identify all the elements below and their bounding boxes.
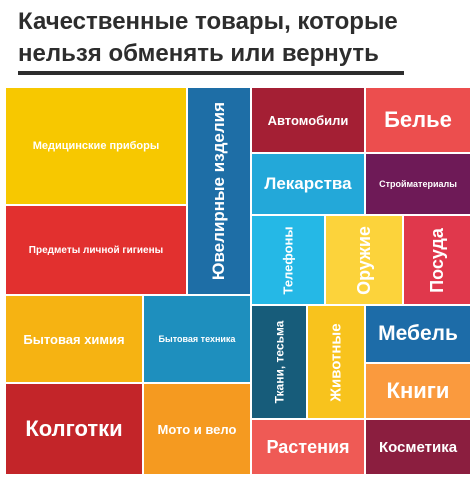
tile-label: Бытовая химия: [23, 331, 125, 347]
tile-plants: Растения: [252, 420, 364, 474]
tile-books: Книги: [366, 364, 470, 418]
tile-label: Растения: [266, 436, 350, 457]
tile-label: Книги: [386, 378, 450, 403]
tile-phones: Телефоны: [252, 216, 324, 304]
title-line-2: нельзя обменять или вернуть: [18, 40, 379, 67]
tile-building-materials: Стройматериалы: [366, 154, 470, 214]
tile-label: Лекарства: [264, 174, 352, 193]
tile-underwear: Белье: [366, 88, 470, 152]
tile-label: Стройматериалы: [379, 179, 457, 189]
tile-label: Медицинские приборы: [32, 140, 160, 152]
tile-medicine: Лекарства: [252, 154, 364, 214]
tile-label: Посуда: [426, 227, 447, 293]
tile-tights: Колготки: [6, 384, 142, 474]
tile-label: Животные: [327, 322, 345, 402]
tile-label: Косметика: [378, 438, 458, 456]
tile-weapons: Оружие: [326, 216, 402, 304]
tile-moto-velo: Мото и вело: [144, 384, 250, 474]
tile-label: Ткани, тесьма: [272, 320, 286, 404]
tile-dishes: Посуда: [404, 216, 470, 304]
tile-fabrics: Ткани, тесьма: [252, 306, 306, 418]
tile-label: Ювелирные изделия: [209, 101, 229, 281]
category-treemap: Медицинские приборы Предметы личной гиги…: [2, 84, 472, 476]
tile-household-chemicals: Бытовая химия: [6, 296, 142, 382]
tile-animals: Животные: [308, 306, 364, 418]
tile-cars: Автомобили: [252, 88, 364, 152]
tile-label: Автомобили: [267, 112, 349, 128]
title-underline: [18, 71, 404, 75]
tile-hygiene: Предметы личной гигиены: [6, 206, 186, 294]
tile-label: Предметы личной гигиены: [28, 244, 164, 256]
tile-label: Оружие: [353, 225, 374, 295]
tile-label: Мото и вело: [157, 421, 237, 437]
tile-label: Бытовая техника: [158, 334, 236, 344]
tile-label: Мебель: [378, 322, 458, 345]
title-line-1: Качественные товары, которые: [18, 8, 398, 35]
tile-cosmetics: Косметика: [366, 420, 470, 474]
tile-medical-devices: Медицинские приборы: [6, 88, 186, 204]
tile-label: Колготки: [25, 416, 123, 441]
page-title: Качественные товары, которые нельзя обме…: [18, 6, 468, 70]
tile-appliances: Бытовая техника: [144, 296, 250, 382]
tile-jewelry: Ювелирные изделия: [188, 88, 250, 294]
tile-label: Телефоны: [280, 226, 296, 294]
tile-furniture: Мебель: [366, 306, 470, 362]
tile-label: Белье: [384, 107, 452, 132]
